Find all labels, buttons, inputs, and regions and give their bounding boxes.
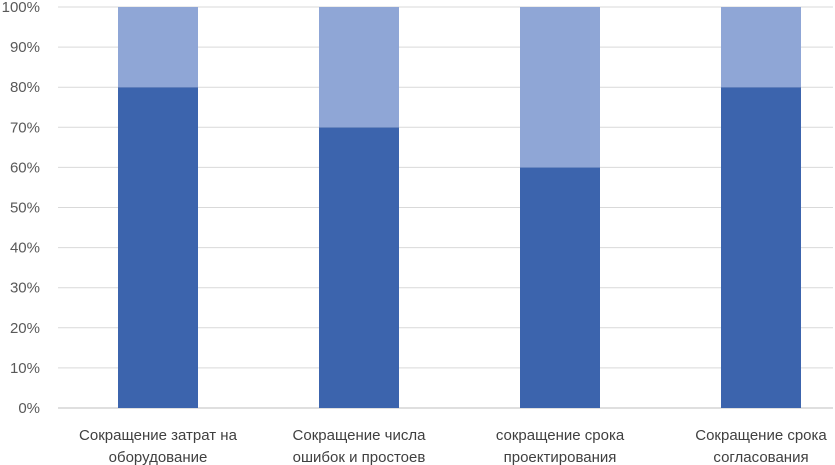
- y-axis-ticks: 0% 10% 20% 30% 40% 50% 60% 70% 80% 90% 100%: [2, 0, 40, 417]
- x-category-label: ошибок и простоев: [293, 449, 426, 465]
- y-tick-label: 90%: [10, 39, 40, 56]
- y-tick-label: 50%: [10, 200, 40, 217]
- y-tick-label: 100%: [2, 0, 40, 16]
- bar-segment-series-1: [520, 167, 600, 408]
- x-category-label: сокращение срока: [496, 427, 625, 444]
- y-tick-label: 20%: [10, 320, 40, 337]
- y-tick-label: 70%: [10, 119, 40, 136]
- bar-segment-series-2: [319, 7, 399, 128]
- x-category-label: оборудование: [109, 449, 208, 465]
- bar-segment-series-1: [319, 127, 399, 409]
- y-tick-label: 0%: [18, 400, 40, 417]
- y-tick-label: 10%: [10, 360, 40, 377]
- bar-segment-series-1: [118, 87, 198, 408]
- y-tick-label: 80%: [10, 79, 40, 96]
- bar-segment-series-1: [721, 87, 801, 408]
- y-tick-label: 30%: [10, 280, 40, 297]
- bar-segment-series-2: [520, 7, 600, 168]
- bar-segment-series-2: [721, 7, 801, 88]
- y-tick-label: 40%: [10, 240, 40, 257]
- x-axis-labels: Сокращение затрат на оборудование Сокращен…: [79, 427, 827, 465]
- x-category-label: согласования: [713, 449, 808, 465]
- bars: [118, 7, 801, 409]
- x-category-label: проектирования: [504, 449, 617, 465]
- x-category-label: Сокращение срока: [695, 427, 827, 444]
- x-category-label: Сокращение числа: [293, 427, 427, 444]
- y-tick-label: 60%: [10, 159, 40, 176]
- bar-segment-series-2: [118, 7, 198, 88]
- x-category-label: Сокращение затрат на: [79, 427, 238, 444]
